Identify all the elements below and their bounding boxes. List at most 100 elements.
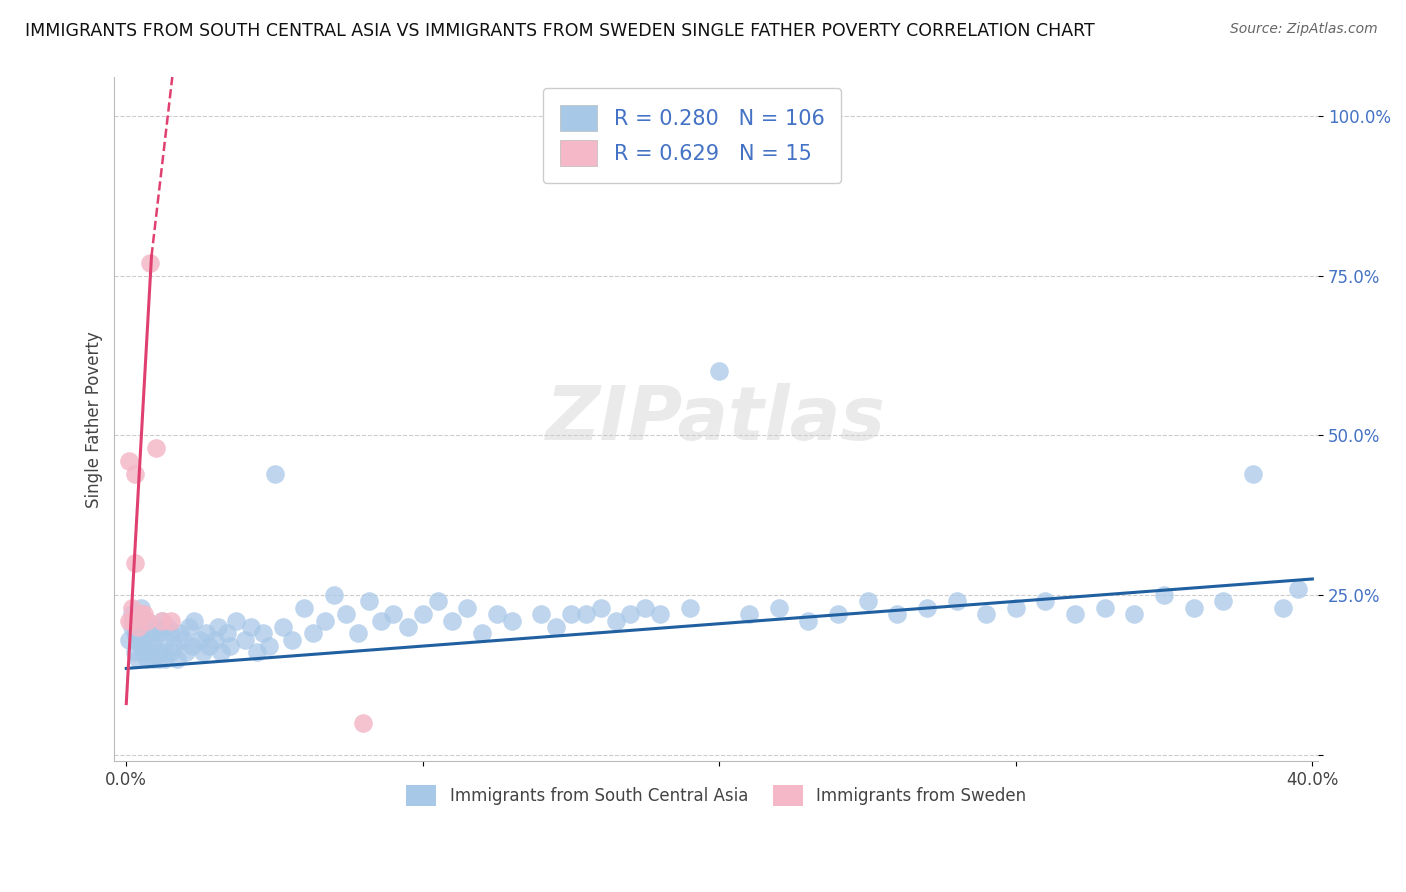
Point [827, 607, 849, 621]
Point [148, 626, 170, 640]
Point [118, 614, 141, 628]
Point [1153, 588, 1175, 602]
Point [1182, 600, 1205, 615]
Point [136, 614, 159, 628]
Point [127, 632, 149, 647]
Point [132, 626, 155, 640]
Point [129, 620, 152, 634]
Text: ZIPatlas: ZIPatlas [547, 383, 886, 456]
Point [118, 454, 141, 468]
Point [118, 632, 141, 647]
Point [426, 594, 449, 608]
Point [150, 614, 173, 628]
Point [145, 441, 167, 455]
Point [709, 364, 731, 378]
Point [359, 594, 381, 608]
Point [797, 614, 820, 628]
Point [136, 632, 159, 647]
Point [346, 626, 368, 640]
Point [1271, 600, 1294, 615]
Point [183, 614, 205, 628]
Point [193, 645, 215, 659]
Point [124, 467, 146, 481]
Point [139, 256, 162, 270]
Point [619, 607, 641, 621]
Point [1212, 594, 1234, 608]
Point [207, 620, 229, 634]
Point [132, 607, 155, 621]
Point [159, 626, 181, 640]
Point [139, 626, 162, 640]
Point [129, 639, 152, 653]
Point [575, 607, 598, 621]
Point [204, 632, 226, 647]
Y-axis label: Single Father Poverty: Single Father Poverty [86, 331, 103, 508]
Point [1286, 582, 1309, 596]
Point [634, 600, 657, 615]
Point [370, 614, 392, 628]
Point [239, 620, 262, 634]
Point [648, 607, 671, 621]
Point [145, 620, 167, 634]
Point [180, 639, 202, 653]
Point [1241, 467, 1264, 481]
Point [136, 614, 159, 628]
Point [257, 639, 280, 653]
Point [129, 600, 152, 615]
Point [589, 600, 612, 615]
Point [396, 620, 419, 634]
Point [273, 620, 295, 634]
Point [322, 588, 344, 602]
Point [172, 632, 194, 647]
Point [1094, 600, 1116, 615]
Point [233, 632, 256, 647]
Point [195, 626, 218, 640]
Point [219, 639, 242, 653]
Point [153, 632, 176, 647]
Legend: Immigrants from South Central Asia, Immigrants from Sweden: Immigrants from South Central Asia, Immi… [398, 776, 1035, 814]
Point [886, 607, 908, 621]
Point [177, 620, 200, 634]
Point [121, 600, 143, 615]
Text: IMMIGRANTS FROM SOUTH CENTRAL ASIA VS IMMIGRANTS FROM SWEDEN SINGLE FATHER POVER: IMMIGRANTS FROM SOUTH CENTRAL ASIA VS IM… [25, 22, 1095, 40]
Point [485, 607, 508, 621]
Point [139, 645, 162, 659]
Point [441, 614, 464, 628]
Point [335, 607, 357, 621]
Point [353, 715, 375, 730]
Point [281, 632, 304, 647]
Point [1035, 594, 1057, 608]
Point [1123, 607, 1146, 621]
Point [142, 652, 165, 666]
Point [456, 600, 478, 615]
Point [132, 645, 155, 659]
Point [129, 607, 152, 621]
Point [150, 614, 173, 628]
Text: Source: ZipAtlas.com: Source: ZipAtlas.com [1230, 22, 1378, 37]
Point [768, 600, 790, 615]
Point [121, 614, 143, 628]
Point [190, 632, 212, 647]
Point [169, 626, 191, 640]
Point [124, 645, 146, 659]
Point [156, 620, 179, 634]
Point [225, 614, 247, 628]
Point [974, 607, 997, 621]
Point [124, 556, 146, 570]
Point [150, 645, 173, 659]
Point [412, 607, 434, 621]
Point [738, 607, 761, 621]
Point [127, 607, 149, 621]
Point [124, 614, 146, 628]
Point [530, 607, 553, 621]
Point [198, 639, 221, 653]
Point [679, 600, 702, 615]
Point [136, 652, 159, 666]
Point [159, 614, 181, 628]
Point [148, 652, 170, 666]
Point [166, 652, 188, 666]
Point [121, 620, 143, 634]
Point [471, 626, 494, 640]
Point [945, 594, 967, 608]
Point [124, 626, 146, 640]
